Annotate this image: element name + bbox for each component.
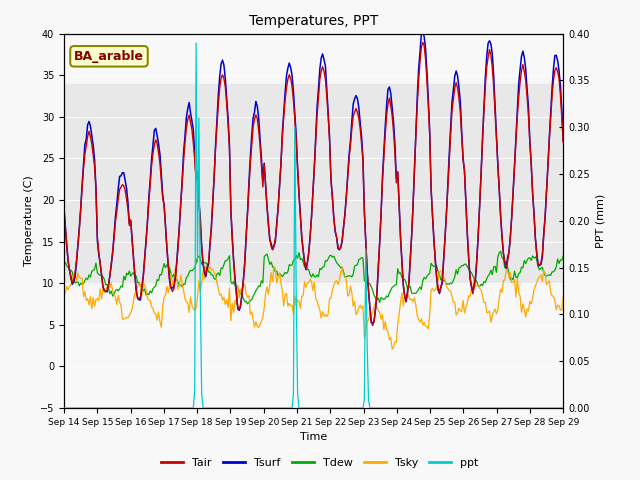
Text: BA_arable: BA_arable [74,50,144,63]
Y-axis label: PPT (mm): PPT (mm) [595,193,605,248]
Y-axis label: Temperature (C): Temperature (C) [24,175,35,266]
X-axis label: Time: Time [300,432,327,442]
Title: Temperatures, PPT: Temperatures, PPT [249,14,378,28]
Bar [64,84,563,283]
Legend: Tair, Tsurf, Tdew, Tsky, ppt: Tair, Tsurf, Tdew, Tsky, ppt [157,453,483,472]
